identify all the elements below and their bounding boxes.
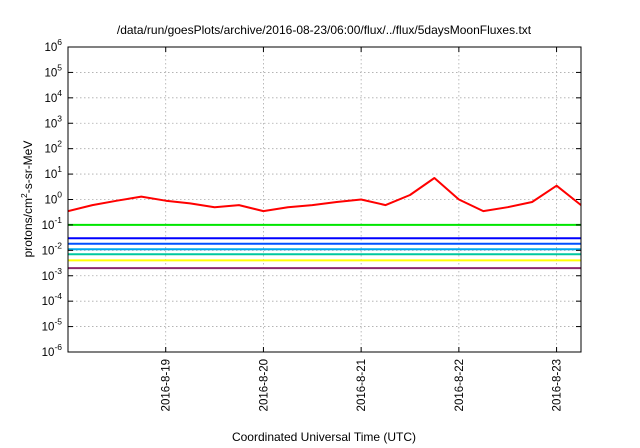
y-tick-label: 10-1	[42, 215, 63, 232]
y-tick-label: 10-4	[42, 291, 63, 308]
y-tick-label: 103	[44, 113, 62, 130]
x-tick-label: 2016-8-23	[552, 359, 564, 411]
y-tick-label: 10-6	[42, 342, 63, 359]
y-axis-title-prefix: protons/cm	[21, 198, 35, 257]
series-layer	[68, 177, 581, 270]
y-grid	[68, 72, 581, 327]
y-tick-label: 101	[44, 164, 62, 181]
y-tick-label: 102	[44, 139, 62, 156]
x-axis-title: Coordinated Universal Time (UTC)	[232, 430, 416, 444]
y-tick-label: 10-2	[42, 240, 63, 257]
x-tick-label: 2016-8-22	[454, 359, 466, 411]
chart-title: /data/run/goesPlots/archive/2016-08-23/0…	[117, 23, 532, 37]
y-axis-title: protons/cm2-s-sr-MeV	[19, 141, 35, 258]
y-tick-label: 10-3	[42, 266, 63, 283]
y-tick-label: 100	[44, 190, 62, 207]
y-tick-label: 106	[44, 37, 62, 54]
series-line-1	[68, 177, 581, 213]
x-tick-label: 2016-8-21	[356, 359, 368, 411]
y-axis-title-sup: 2	[19, 193, 29, 198]
y-tick-label: 10-5	[42, 317, 63, 334]
y-tick-label: 104	[44, 88, 62, 105]
y-axis-title-suffix: -s-sr-MeV	[21, 141, 35, 194]
y-axis-ticks: 10-6 10-5 10-4 10-3 10-2 10-1 100 101 102 103 104 1…	[42, 37, 581, 359]
x-tick-label: 2016-8-20	[258, 359, 270, 411]
y-tick-label: 105	[44, 62, 62, 79]
x-axis-ticks: 2016-8-19 2016-8-20 2016-8-21 2016-8-22 2016…	[161, 47, 564, 411]
x-tick-label: 2016-8-19	[161, 359, 173, 411]
